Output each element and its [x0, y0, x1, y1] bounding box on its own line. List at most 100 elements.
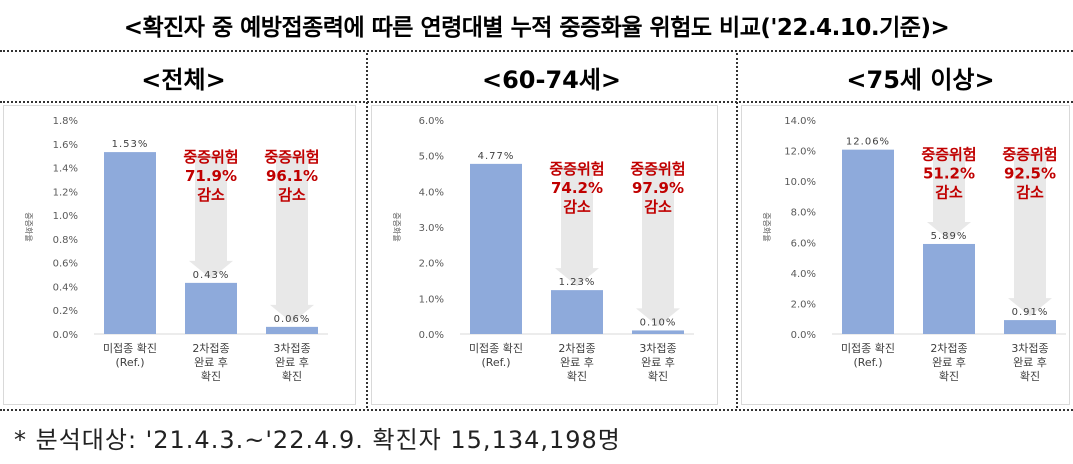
x-category-label: 미접종 확진 — [103, 342, 157, 355]
bar-data-label: 1.23% — [559, 277, 596, 288]
section-title-75-plus: <75세 이상> — [846, 66, 995, 94]
bar — [923, 243, 975, 334]
y-tick-label: 1.2% — [53, 187, 78, 198]
chart-panel-all: 0.0% 0.2% 0.4% 0.6% 0.8% 1.0% 1.2% 1.4% 1.6% 1.8%… — [3, 105, 356, 405]
x-category-label: 확진 — [567, 370, 587, 383]
risk-reduction-label: 중증위험 — [264, 148, 319, 166]
x-category-label: 2차접종 — [558, 342, 595, 355]
bar — [1004, 320, 1056, 334]
bar-data-label: 5.89% — [931, 231, 968, 242]
y-tick-label: 3.0% — [419, 223, 444, 234]
y-tick-label: 0.0% — [419, 330, 444, 341]
bar — [632, 330, 684, 334]
y-tick-label: 0.6% — [53, 259, 78, 270]
bar-data-label: 0.10% — [640, 317, 677, 328]
bar-data-label: 0.91% — [1012, 307, 1049, 318]
reduction-arrow — [189, 154, 233, 279]
chart-panel-75-plus: 0.0% 2.0% 4.0% 6.0% 8.0% 10.0% 12.0% 14.0% 중증화율 1… — [741, 105, 1070, 405]
chart-panel-60-74: 0.0% 1.0% 2.0% 3.0% 4.0% 5.0% 6.0% 중증화율 4.77% 미접종… — [371, 105, 718, 405]
risk-reduction-label: 감소 — [563, 198, 591, 216]
bar-data-label: 4.77% — [478, 151, 515, 162]
divider-bottom — [0, 409, 1073, 411]
page-title: <확진자 중 예방접종력에 따른 연령대별 누적 중증화율 위험도 비교('22… — [123, 15, 950, 41]
reduction-arrow — [927, 151, 971, 240]
bar-chart-all: 0.0% 0.2% 0.4% 0.6% 0.8% 1.0% 1.2% 1.4% 1.6% 1.8%… — [24, 116, 328, 383]
bar — [185, 282, 237, 334]
risk-reduction-label: 96.1% — [266, 167, 318, 185]
section-title-60-74: <60-74세> — [481, 66, 622, 94]
reduction-arrow — [270, 154, 314, 323]
bar-data-label: 0.43% — [193, 270, 230, 281]
risk-reduction-label: 51.2% — [923, 165, 975, 183]
x-category-label: 확진 — [648, 370, 668, 383]
risk-reduction-label: 감소 — [278, 186, 306, 204]
risk-reduction-label: 74.2% — [551, 179, 603, 197]
x-category-label: 확진 — [939, 370, 959, 383]
y-tick-label: 2.0% — [419, 259, 444, 270]
x-category-label: (Ref.) — [481, 356, 510, 369]
x-category-label: 확진 — [1020, 370, 1040, 383]
bar — [104, 152, 156, 334]
footnote: * 분석대상: '21.4.3.~'22.4.9. 확진자 15,134,198… — [14, 426, 621, 454]
x-category-label: 확진 — [282, 370, 302, 383]
x-category-label: 3차접종 — [639, 342, 676, 355]
risk-reduction-label: 97.9% — [632, 179, 684, 197]
x-category-label: 완료 후 — [932, 356, 966, 369]
divider-top — [0, 50, 1073, 52]
risk-reduction-label: 감소 — [197, 186, 225, 204]
bar-data-label: 1.53% — [112, 139, 149, 150]
y-tick-label: 8.0% — [791, 208, 816, 219]
x-category-label: 3차접종 — [273, 342, 310, 355]
bar-data-label: 12.06% — [846, 137, 890, 148]
y-tick-label: 12.0% — [784, 147, 816, 158]
x-category-label: 2차접종 — [930, 342, 967, 355]
bar — [842, 149, 894, 334]
bar-chart-75-plus: 0.0% 2.0% 4.0% 6.0% 8.0% 10.0% 12.0% 14.0% 중증화율 1… — [762, 116, 1066, 383]
risk-reduction-label: 71.9% — [185, 167, 237, 185]
x-category-label: 3차접종 — [1011, 342, 1048, 355]
risk-reduction-label: 중증위험 — [183, 148, 238, 166]
x-category-label: 2차접종 — [192, 342, 229, 355]
y-axis-label: 중증화율 — [762, 212, 771, 241]
x-category-label: 완료 후 — [194, 356, 228, 369]
y-tick-label: 0.2% — [53, 306, 78, 317]
y-tick-label: 14.0% — [784, 116, 816, 127]
y-tick-label: 1.0% — [419, 294, 444, 305]
column-divider-2 — [736, 53, 738, 408]
bar — [266, 326, 318, 334]
column-divider-1 — [366, 53, 368, 408]
y-axis-label: 중증화율 — [392, 212, 401, 241]
divider-under-titles — [0, 101, 1073, 103]
y-tick-label: 6.0% — [791, 238, 816, 249]
x-category-label: 미접종 확진 — [469, 342, 523, 355]
reduction-arrow — [636, 165, 680, 327]
risk-reduction-label: 중증위험 — [549, 160, 604, 178]
risk-reduction-label: 중증위험 — [921, 146, 976, 164]
risk-reduction-label: 감소 — [644, 198, 672, 216]
risk-reduction-label: 감소 — [1016, 184, 1044, 202]
risk-reduction-label: 감소 — [935, 184, 963, 202]
y-tick-label: 4.0% — [419, 187, 444, 198]
x-category-label: (Ref.) — [115, 356, 144, 369]
reduction-arrow — [1008, 151, 1052, 317]
bar — [551, 290, 603, 334]
x-category-label: 미접종 확진 — [841, 342, 895, 355]
x-category-label: 확진 — [201, 370, 221, 383]
y-tick-label: 0.4% — [53, 282, 78, 293]
x-category-label: 완료 후 — [560, 356, 594, 369]
reduction-arrow — [555, 165, 599, 287]
y-tick-label: 1.4% — [53, 164, 78, 175]
bar-chart-60-74: 0.0% 1.0% 2.0% 3.0% 4.0% 5.0% 6.0% 중증화율 4.77% 미접종… — [392, 116, 694, 383]
y-tick-label: 0.0% — [791, 330, 816, 341]
bar-data-label: 0.06% — [274, 314, 311, 325]
x-category-label: (Ref.) — [853, 356, 882, 369]
risk-reduction-label: 92.5% — [1004, 165, 1056, 183]
x-category-label: 완료 후 — [275, 356, 309, 369]
y-axis-label: 중증화율 — [24, 212, 33, 241]
x-category-label: 완료 후 — [1013, 356, 1047, 369]
y-tick-label: 1.6% — [53, 140, 78, 151]
y-tick-label: 1.0% — [53, 211, 78, 222]
bar — [470, 163, 522, 334]
risk-reduction-label: 중증위험 — [1002, 146, 1057, 164]
section-title-all: <전체> — [141, 66, 226, 94]
